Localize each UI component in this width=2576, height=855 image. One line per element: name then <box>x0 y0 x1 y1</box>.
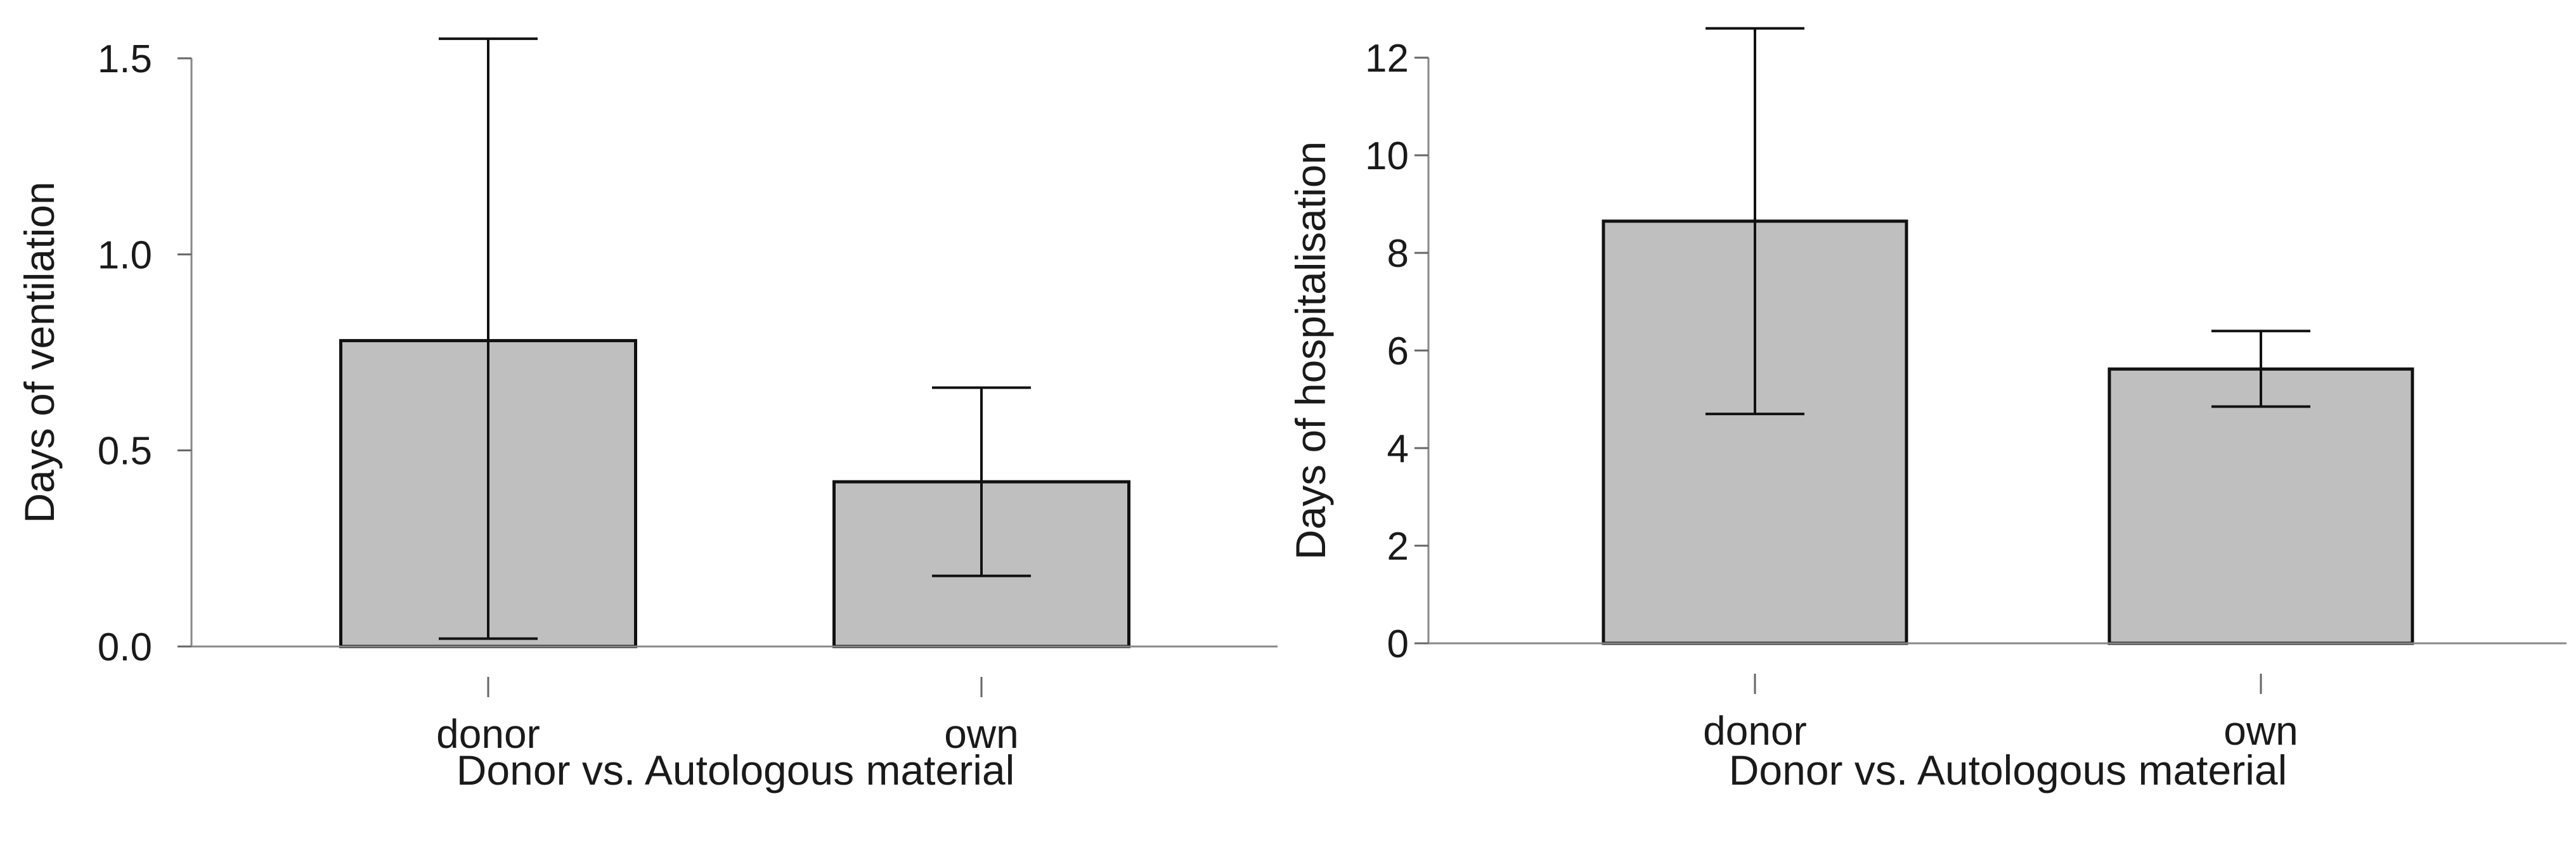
x-axis-title: Donor vs. Autologous material <box>456 747 1014 794</box>
y-tick-label: 12 <box>1365 37 1409 80</box>
x-axis-title: Donor vs. Autologous material <box>1729 747 2287 794</box>
y-axis-title: Days of ventilation <box>16 181 63 523</box>
x-tick-label-own: own <box>2223 708 2298 754</box>
y-tick-label: 8 <box>1387 232 1409 276</box>
y-axis-title: Days of hospitalisation <box>1287 141 1334 560</box>
y-tick-label: 1.0 <box>98 233 152 277</box>
y-tick-label: 2 <box>1387 525 1409 569</box>
y-tick-label: 10 <box>1365 134 1409 178</box>
y-tick-label: 4 <box>1387 427 1409 471</box>
y-tick-label: 0.0 <box>98 626 152 669</box>
x-tick-label-donor: donor <box>436 711 540 757</box>
bar-own <box>2107 367 2414 645</box>
x-tick-label-donor: donor <box>1703 708 1807 754</box>
y-tick-label: 1.5 <box>98 37 152 81</box>
y-tick-label: 0.5 <box>98 430 152 473</box>
y-tick-label: 6 <box>1387 330 1409 373</box>
x-tick-label-own: own <box>944 711 1018 757</box>
y-tick-label: 0 <box>1387 622 1409 666</box>
